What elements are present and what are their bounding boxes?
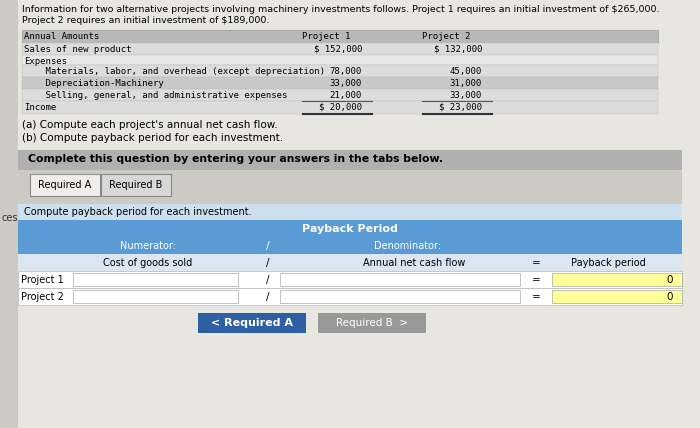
Text: $ 20,000: $ 20,000 xyxy=(319,102,362,112)
Text: Required B: Required B xyxy=(109,180,162,190)
Text: Selling, general, and administrative expenses: Selling, general, and administrative exp… xyxy=(24,90,288,99)
Text: < Required A: < Required A xyxy=(211,318,293,328)
Bar xyxy=(18,220,682,237)
Text: Project 2: Project 2 xyxy=(21,292,64,302)
Text: =: = xyxy=(531,292,540,302)
Bar xyxy=(280,290,520,303)
Bar xyxy=(22,65,658,77)
Bar xyxy=(18,150,682,170)
Text: $ 152,000: $ 152,000 xyxy=(314,45,362,54)
Bar xyxy=(101,174,171,196)
Text: Expenses: Expenses xyxy=(24,56,67,65)
Text: Cost of goods sold: Cost of goods sold xyxy=(104,258,192,268)
Bar xyxy=(22,101,658,114)
Text: Numerator:: Numerator: xyxy=(120,241,176,251)
Text: Project 2 requires an initial investment of $189,000.: Project 2 requires an initial investment… xyxy=(22,16,270,25)
Text: $ 132,000: $ 132,000 xyxy=(433,45,482,54)
Bar xyxy=(22,43,658,55)
Text: 33,000: 33,000 xyxy=(330,78,362,87)
Text: ces: ces xyxy=(2,213,18,223)
Text: /: / xyxy=(266,275,270,285)
Bar xyxy=(198,313,306,333)
Text: (b) Compute payback period for each investment.: (b) Compute payback period for each inve… xyxy=(22,133,283,143)
Text: Depreciation-Machinery: Depreciation-Machinery xyxy=(24,78,164,87)
Text: Project 1: Project 1 xyxy=(21,275,64,285)
Bar xyxy=(22,30,658,43)
Bar xyxy=(280,273,520,286)
Text: Payback period: Payback period xyxy=(570,258,645,268)
Text: 33,000: 33,000 xyxy=(449,90,482,99)
Text: Denominator:: Denominator: xyxy=(374,241,442,251)
Bar xyxy=(552,290,682,303)
Bar xyxy=(18,288,682,305)
Bar xyxy=(22,55,658,65)
Text: Annual net cash flow: Annual net cash flow xyxy=(363,258,466,268)
Text: /: / xyxy=(266,258,270,268)
Text: Annual Amounts: Annual Amounts xyxy=(24,32,99,41)
Text: Complete this question by entering your answers in the tabs below.: Complete this question by entering your … xyxy=(28,154,443,164)
Bar xyxy=(18,254,682,271)
Text: Required A: Required A xyxy=(38,180,92,190)
Bar xyxy=(0,0,18,428)
Bar xyxy=(73,273,238,286)
Text: 45,000: 45,000 xyxy=(449,66,482,75)
Text: =: = xyxy=(531,275,540,285)
Bar xyxy=(552,273,682,286)
Text: Payback Period: Payback Period xyxy=(302,224,398,234)
Bar xyxy=(318,313,426,333)
Text: 78,000: 78,000 xyxy=(330,66,362,75)
Text: Information for two alternative projects involving machinery investments follows: Information for two alternative projects… xyxy=(22,5,659,14)
Text: Project 1: Project 1 xyxy=(302,32,351,41)
Text: 21,000: 21,000 xyxy=(330,90,362,99)
Bar xyxy=(22,89,658,101)
Bar xyxy=(18,170,682,204)
Text: $ 23,000: $ 23,000 xyxy=(439,102,482,112)
Bar xyxy=(73,290,238,303)
Text: /: / xyxy=(266,292,270,302)
Text: (a) Compute each project's annual net cash flow.: (a) Compute each project's annual net ca… xyxy=(22,120,278,130)
Bar xyxy=(18,271,682,288)
Bar xyxy=(30,174,100,196)
Bar xyxy=(22,77,658,89)
Text: 0: 0 xyxy=(666,292,673,302)
Text: 31,000: 31,000 xyxy=(449,78,482,87)
Text: =: = xyxy=(531,258,540,268)
Text: Project 2: Project 2 xyxy=(422,32,470,41)
Text: Required B  >: Required B > xyxy=(336,318,408,328)
Text: Income: Income xyxy=(24,102,56,112)
Text: /: / xyxy=(266,241,270,251)
Text: Compute payback period for each investment.: Compute payback period for each investme… xyxy=(24,207,251,217)
Bar xyxy=(18,237,682,254)
Text: Sales of new product: Sales of new product xyxy=(24,45,132,54)
Text: 0: 0 xyxy=(666,275,673,285)
Bar xyxy=(18,204,682,220)
Text: Materials, labor, and overhead (except depreciation): Materials, labor, and overhead (except d… xyxy=(24,66,325,75)
